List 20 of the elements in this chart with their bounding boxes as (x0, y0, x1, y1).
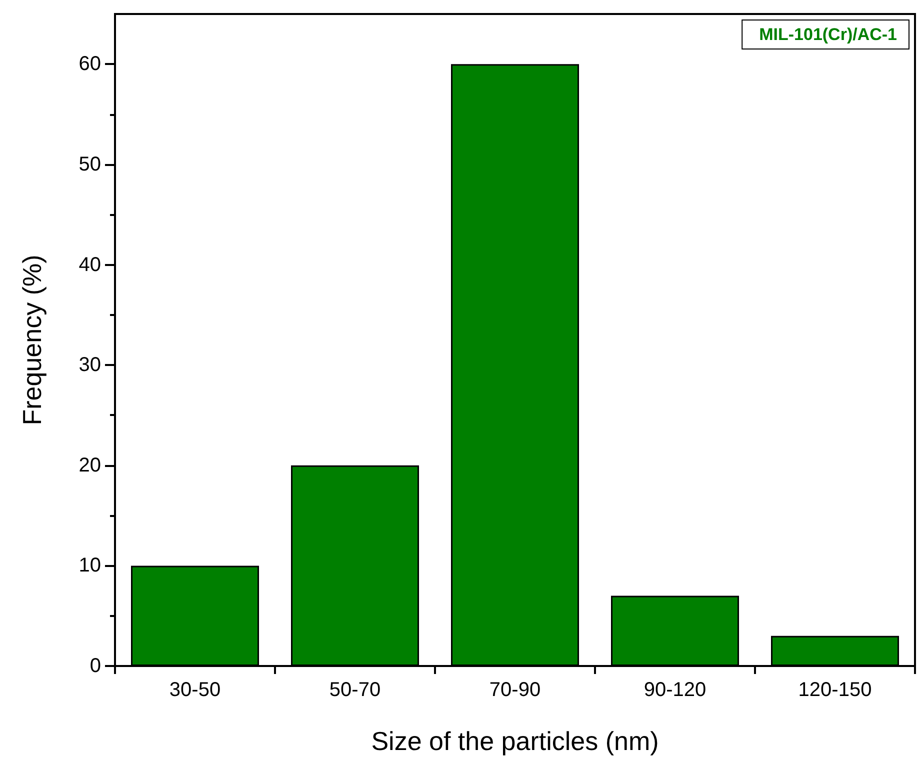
y-tick-label: 20 (78, 454, 101, 476)
y-tick-label: 0 (90, 655, 101, 677)
y-tick-label: 60 (78, 53, 101, 76)
x-axis-title: Size of the particles (nm) (371, 726, 659, 756)
text: MIL-101(Cr)/AC-1 (759, 25, 898, 44)
y-axis-title: Frequency (%) (17, 254, 47, 426)
bar (611, 596, 739, 666)
bar (451, 64, 579, 666)
x-tick-label: 70-90 (489, 679, 541, 701)
y-tick-label: 30 (78, 354, 101, 376)
x-tick-label: 90-120 (644, 679, 706, 701)
x-tick-label: 30-50 (169, 679, 221, 701)
bar (131, 566, 259, 666)
x-tick-label: 50-70 (329, 679, 381, 701)
y-tick-label: 40 (78, 254, 101, 276)
bar (771, 636, 899, 666)
y-tick-label: 10 (78, 554, 101, 577)
bar (291, 465, 419, 666)
y-tick-label: 50 (78, 153, 101, 176)
x-tick-label: 120-150 (798, 679, 872, 701)
